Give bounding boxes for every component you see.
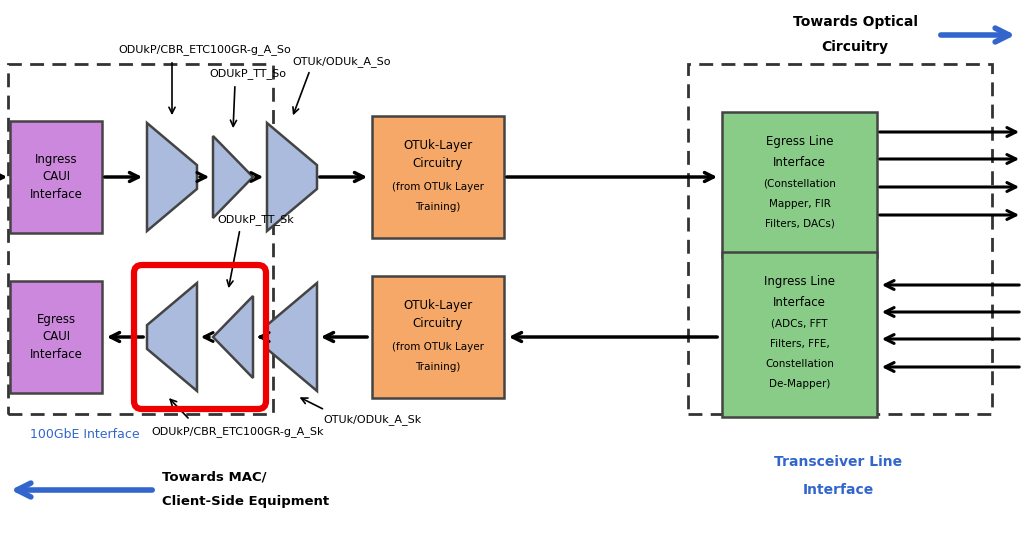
Text: Ingress: Ingress bbox=[35, 152, 78, 165]
Text: Client-Side Equipment: Client-Side Equipment bbox=[162, 495, 329, 508]
Text: Towards MAC/: Towards MAC/ bbox=[162, 470, 266, 483]
Text: Circuitry: Circuitry bbox=[413, 318, 463, 331]
Polygon shape bbox=[147, 283, 197, 391]
Text: Mapper, FIR: Mapper, FIR bbox=[769, 199, 830, 209]
Text: ODUkP/CBR_ETC100GR-g_A_So: ODUkP/CBR_ETC100GR-g_A_So bbox=[119, 44, 292, 55]
Text: (from OTUk Layer: (from OTUk Layer bbox=[392, 182, 484, 192]
Text: OTUk-Layer: OTUk-Layer bbox=[403, 139, 473, 152]
Text: Circuitry: Circuitry bbox=[413, 158, 463, 171]
Text: 100GbE Interface: 100GbE Interface bbox=[30, 428, 140, 441]
Text: OTUk/ODUk_A_So: OTUk/ODUk_A_So bbox=[293, 56, 391, 67]
Polygon shape bbox=[213, 136, 253, 218]
Text: Egress: Egress bbox=[37, 313, 76, 326]
Text: Towards Optical: Towards Optical bbox=[793, 15, 918, 29]
Text: Egress Line: Egress Line bbox=[766, 136, 834, 149]
Text: OTUk/ODUk_A_Sk: OTUk/ODUk_A_Sk bbox=[323, 415, 421, 425]
Text: Interface: Interface bbox=[773, 295, 826, 308]
Text: ODUkP_TT_Sk: ODUkP_TT_Sk bbox=[218, 215, 294, 225]
Bar bbox=[8, 64, 273, 414]
Text: Training): Training) bbox=[416, 362, 461, 372]
Text: Filters, DACs): Filters, DACs) bbox=[765, 219, 835, 229]
Polygon shape bbox=[267, 123, 317, 231]
Bar bbox=[688, 64, 992, 414]
Text: ODUkP/CBR_ETC100GR-g_A_Sk: ODUkP/CBR_ETC100GR-g_A_Sk bbox=[152, 427, 325, 437]
Text: (Constellation: (Constellation bbox=[763, 179, 836, 189]
Text: Interface: Interface bbox=[803, 483, 873, 497]
Text: (ADCs, FFT: (ADCs, FFT bbox=[771, 319, 827, 329]
Bar bbox=[10, 121, 102, 233]
Text: CAUI: CAUI bbox=[42, 331, 70, 344]
Text: (from OTUk Layer: (from OTUk Layer bbox=[392, 342, 484, 352]
Text: CAUI: CAUI bbox=[42, 171, 70, 184]
Bar bbox=[722, 251, 877, 416]
Text: Interface: Interface bbox=[30, 189, 83, 202]
Text: De-Mapper): De-Mapper) bbox=[769, 379, 830, 389]
Polygon shape bbox=[147, 123, 197, 231]
Text: Transceiver Line: Transceiver Line bbox=[774, 455, 902, 469]
Bar bbox=[10, 281, 102, 393]
Bar bbox=[372, 116, 504, 238]
Text: Circuitry: Circuitry bbox=[821, 40, 889, 54]
Bar bbox=[722, 112, 877, 256]
Text: Ingress Line: Ingress Line bbox=[764, 275, 835, 288]
Polygon shape bbox=[213, 296, 253, 378]
Text: OTUk-Layer: OTUk-Layer bbox=[403, 299, 473, 312]
Text: Interface: Interface bbox=[30, 349, 83, 362]
Text: ODUkP_TT_So: ODUkP_TT_So bbox=[210, 68, 287, 80]
Text: Filters, FFE,: Filters, FFE, bbox=[770, 339, 829, 349]
Bar bbox=[372, 276, 504, 398]
Text: Training): Training) bbox=[416, 202, 461, 212]
Text: Interface: Interface bbox=[773, 156, 826, 169]
Polygon shape bbox=[267, 283, 317, 391]
Text: Constellation: Constellation bbox=[765, 359, 834, 369]
